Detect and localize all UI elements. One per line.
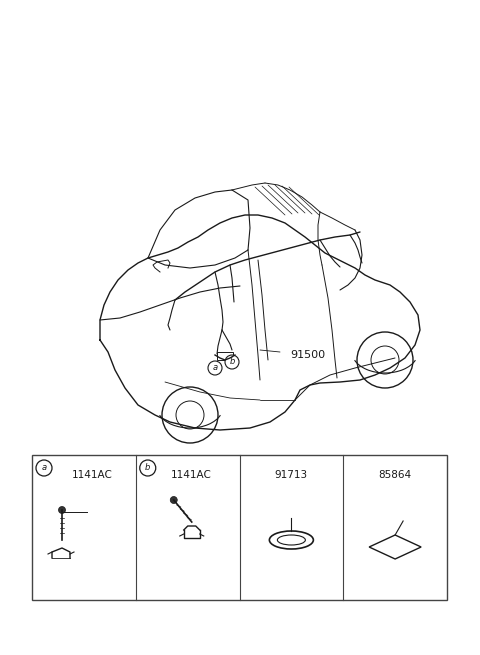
Circle shape bbox=[225, 355, 239, 369]
Text: 91500: 91500 bbox=[290, 350, 325, 360]
Text: a: a bbox=[41, 464, 47, 472]
Circle shape bbox=[170, 496, 177, 504]
Text: b: b bbox=[229, 358, 235, 367]
Bar bbox=[217, 352, 233, 360]
Circle shape bbox=[140, 460, 156, 476]
Text: b: b bbox=[145, 464, 150, 472]
Text: a: a bbox=[213, 364, 217, 373]
Text: 1141AC: 1141AC bbox=[72, 470, 112, 480]
Circle shape bbox=[208, 361, 222, 375]
Text: 85864: 85864 bbox=[379, 470, 412, 480]
Text: 1141AC: 1141AC bbox=[170, 470, 211, 480]
Circle shape bbox=[59, 506, 65, 514]
Bar bbox=[32, 455, 447, 600]
Circle shape bbox=[36, 460, 52, 476]
Text: 91713: 91713 bbox=[275, 470, 308, 480]
